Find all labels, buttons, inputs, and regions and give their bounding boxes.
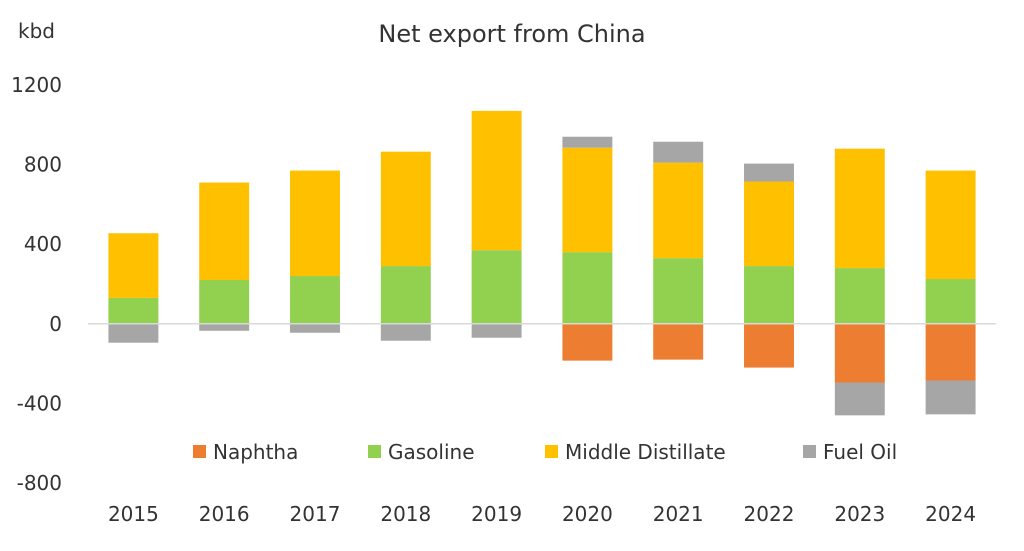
bar-fuel-oil-2019 [471,323,522,338]
y-tick-label: 1200 [11,73,62,97]
bars-group [108,110,976,416]
x-tick-label: 2022 [744,502,795,526]
bar-gasoline-2016 [199,280,250,324]
bar-fuel-oil-2021 [653,141,704,163]
chart-title: Net export from China [378,20,645,48]
x-axis-labels: 2015 2016 2017 2018 2019 2020 2021 2022 2023 2024 [108,502,976,526]
legend-swatch-middle-distillate [545,445,558,458]
bar-fuel-oil-2024 [925,380,976,415]
x-tick-label: 2019 [471,502,522,526]
bar-naphtha-2024 [925,323,976,381]
x-tick-label: 2023 [834,502,885,526]
bar-middle-distillate-2019 [471,110,522,251]
bar-naphtha-2021 [653,323,704,360]
bar-fuel-oil-2023 [834,382,885,416]
bar-gasoline-2024 [925,279,976,324]
bar-fuel-oil-2022 [744,163,794,182]
x-tick-label: 2017 [290,502,341,526]
x-tick-label: 2015 [108,502,159,526]
bar-naphtha-2020 [562,323,613,361]
bar-fuel-oil-2015 [108,323,159,343]
bar-middle-distillate-2022 [744,181,794,267]
bar-naphtha-2023 [834,323,885,383]
legend-label-gasoline: Gasoline [388,440,475,464]
y-axis-ticks: 1200 800 400 0 -400 -800 [11,73,62,495]
bar-middle-distillate-2024 [925,170,976,280]
y-axis-unit-label: kbd [18,19,55,43]
bar-gasoline-2017 [290,276,340,324]
bar-fuel-oil-2016 [199,323,250,331]
legend: Naphtha Gasoline Middle Distillate Fuel Oil [193,440,897,464]
legend-swatch-naphtha [193,445,206,458]
legend-label-fuel-oil: Fuel Oil [823,440,897,464]
y-tick-label: -800 [17,471,62,495]
legend-swatch-gasoline [368,445,381,458]
bar-gasoline-2019 [471,250,522,324]
bar-middle-distillate-2021 [653,162,704,259]
bar-gasoline-2021 [653,258,704,324]
legend-label-naphtha: Naphtha [213,440,298,464]
bar-gasoline-2020 [562,252,613,324]
legend-swatch-fuel-oil [803,445,816,458]
y-tick-label: 0 [49,312,62,336]
x-tick-label: 2024 [925,502,976,526]
bar-fuel-oil-2020 [562,136,613,148]
x-tick-label: 2021 [653,502,704,526]
y-tick-label: 400 [24,232,62,256]
bar-naphtha-2022 [744,323,794,368]
bar-middle-distillate-2023 [834,148,885,269]
x-tick-label: 2020 [562,502,613,526]
bar-middle-distillate-2020 [562,147,613,253]
x-tick-label: 2018 [380,502,431,526]
bar-gasoline-2018 [380,266,431,324]
legend-label-middle-distillate: Middle Distillate [565,440,726,464]
x-tick-label: 2016 [199,502,250,526]
bar-fuel-oil-2017 [290,323,340,333]
y-tick-label: -400 [17,391,62,415]
bar-middle-distillate-2018 [380,151,431,267]
bar-gasoline-2023 [834,268,885,324]
bar-middle-distillate-2017 [290,170,340,277]
bar-middle-distillate-2016 [199,182,250,281]
y-tick-label: 800 [24,153,62,177]
bar-middle-distillate-2015 [108,233,159,298]
bar-gasoline-2022 [744,266,794,324]
bar-gasoline-2015 [108,297,159,324]
bar-fuel-oil-2018 [380,323,431,341]
